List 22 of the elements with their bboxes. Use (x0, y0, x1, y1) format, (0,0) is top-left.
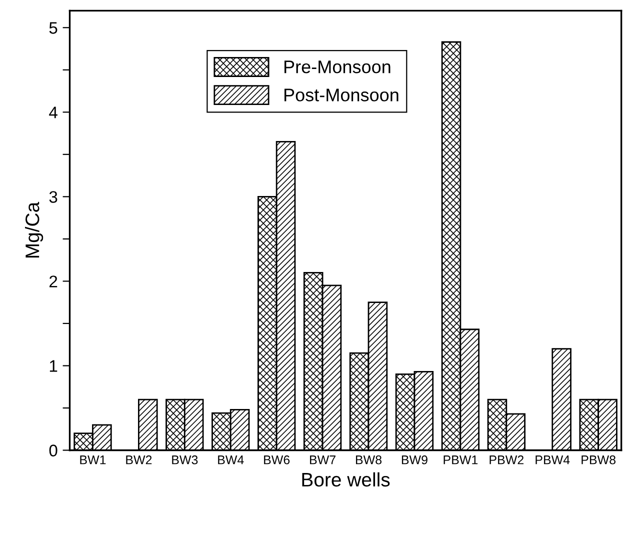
x-tick-label: BW3 (172, 455, 198, 464)
x-tick-label: BW4 (218, 456, 244, 464)
legend-label: Post-Monsoon (284, 88, 398, 102)
y-tick-label: 0 (49, 444, 58, 456)
y-tick-label: 2 (50, 276, 58, 288)
y-tick-label: 4 (49, 106, 58, 118)
x-tick-label: BW1 (80, 456, 106, 464)
x-tick-label: BW7 (310, 456, 336, 464)
x-tick-label: BW8 (356, 455, 382, 464)
y-tick-label: 1 (50, 360, 58, 372)
y-tick-label: 3 (49, 191, 58, 203)
x-tick-label: PBW2 (490, 455, 524, 464)
legend-label: Pre-Monsoon (284, 60, 390, 74)
y-tick-label: 5 (49, 22, 58, 34)
x-tick-label: BW9 (402, 455, 428, 464)
x-tick-label: PBW1 (444, 456, 478, 464)
x-tick-label: PBW8 (582, 455, 616, 464)
x-tick-label: PBW4 (536, 456, 570, 464)
x-tick-label: BW2 (126, 455, 152, 464)
x-axis-title: Bore wells (302, 472, 390, 487)
x-tick-label: BW6 (264, 455, 290, 464)
y-axis-title: Mg/Ca (24, 202, 44, 258)
